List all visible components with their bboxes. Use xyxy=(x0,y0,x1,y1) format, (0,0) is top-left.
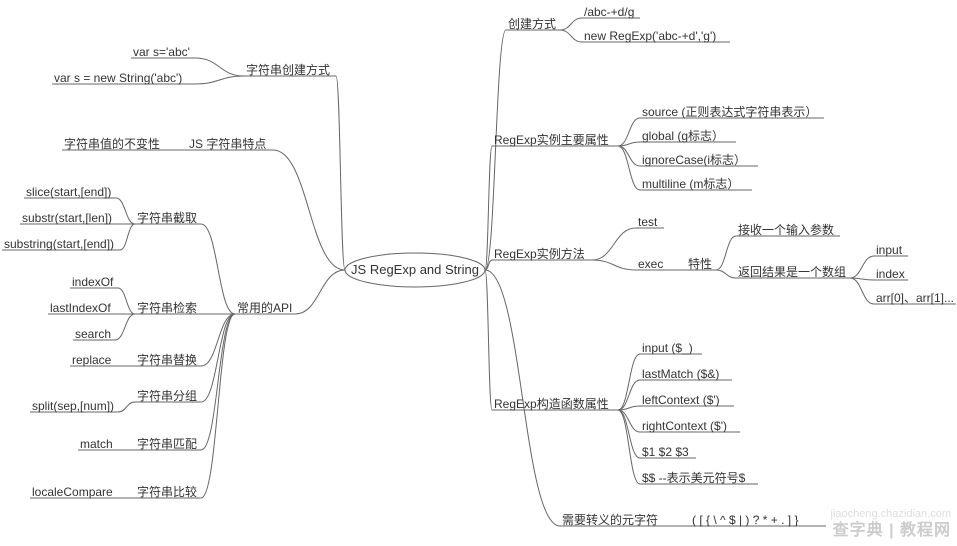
connector xyxy=(485,146,492,270)
node-label: substring(start,[end]) xyxy=(4,237,114,251)
node-label: new RegExp('abc-+d','g') xyxy=(584,29,716,43)
node-label: replace xyxy=(72,353,112,367)
node-label: split(sep,[num]) xyxy=(32,399,114,413)
connector xyxy=(485,30,506,270)
node-label: ( [ { \ ^ $ | ) ? * + . ] } xyxy=(692,513,798,527)
connector xyxy=(618,354,640,410)
node-label: 接收一个输入参数 xyxy=(738,222,834,237)
node-label: 常用的API xyxy=(237,300,292,315)
connector xyxy=(592,260,636,270)
node-label: var s='abc' xyxy=(133,45,190,59)
connector xyxy=(116,198,135,224)
node-label: match xyxy=(80,437,113,451)
node-label: 字符串匹配 xyxy=(137,436,197,451)
node-label: 字符串截取 xyxy=(137,210,197,225)
node-label: input xyxy=(876,243,903,257)
connector xyxy=(115,314,135,340)
mindmap-svg: JS RegExp and String 字符串创建方式 var s='abc' va… xyxy=(0,0,957,546)
root-label: JS RegExp and String xyxy=(351,262,479,277)
node-label: exec xyxy=(638,257,663,271)
node-label: $$ --表示美元符号$ xyxy=(642,470,746,485)
node-label: 字符串替换 xyxy=(137,352,197,367)
connector xyxy=(716,236,736,270)
connector xyxy=(273,150,345,270)
connector xyxy=(485,270,492,410)
node-label: slice(start,[end]) xyxy=(26,185,111,199)
connector xyxy=(201,314,235,450)
connector xyxy=(850,256,874,278)
connector xyxy=(195,76,244,84)
node-label: source (正则表达式字符串表示） xyxy=(642,104,817,119)
connector xyxy=(618,142,640,146)
node-label: lastMatch ($&) xyxy=(642,367,719,381)
node-label: search xyxy=(75,327,111,341)
connector xyxy=(618,146,640,190)
node-label: 字符串值的不变性 xyxy=(64,136,160,151)
connector xyxy=(560,30,582,42)
connector xyxy=(716,270,736,278)
connector xyxy=(201,314,235,498)
node-label: RegExp构造函数属性 xyxy=(494,396,609,411)
connector xyxy=(850,278,874,304)
node-label: index xyxy=(876,267,905,281)
connector xyxy=(560,18,582,30)
connector xyxy=(201,224,235,314)
node-label: 返回结果是一个数组 xyxy=(738,264,846,279)
node-label: 字符串检索 xyxy=(137,300,197,315)
node-label: RegExp实例主要属性 xyxy=(494,132,609,147)
node-label: localeCompare xyxy=(32,485,113,499)
node-label: multiline (m标志） xyxy=(642,177,739,191)
connector xyxy=(118,288,135,314)
node-label: substr(start,[len]) xyxy=(22,211,112,225)
connector xyxy=(618,146,640,166)
node-label: $1 $2 $3 xyxy=(642,445,689,459)
node-label: lastIndexOf xyxy=(50,301,111,315)
node-label: global (g标志） xyxy=(642,129,724,143)
node-label: 创建方式 xyxy=(508,16,556,31)
connector xyxy=(618,410,640,458)
node-label: 字符串创建方式 xyxy=(246,62,330,77)
connector xyxy=(195,58,244,76)
node-label: leftContext ($') xyxy=(642,393,720,407)
connector xyxy=(201,314,235,402)
node-label: RegExp实例方法 xyxy=(494,246,585,261)
node-label: test xyxy=(638,215,658,229)
node-label: JS 字符串特点 xyxy=(189,136,266,151)
node-label: 字符串比较 xyxy=(137,484,197,499)
connector xyxy=(118,402,135,412)
node-label: ignoreCase(i标志） xyxy=(642,153,746,167)
node-label: /abc-+d/g xyxy=(584,5,634,19)
connector xyxy=(120,224,135,250)
connector xyxy=(295,270,345,314)
node-label: rightContext ($') xyxy=(642,419,727,433)
node-label: indexOf xyxy=(72,275,114,289)
node-label: 字符串分组 xyxy=(137,388,197,403)
connector xyxy=(336,76,345,270)
node-label: 特性 xyxy=(688,256,712,271)
node-label: arr[0]、arr[1]... xyxy=(876,291,954,305)
connector xyxy=(592,228,636,260)
node-label: 需要转义的元字符 xyxy=(562,512,658,527)
node-label: input ($_) xyxy=(642,341,693,355)
node-label: var s = new String('abc') xyxy=(54,71,182,85)
